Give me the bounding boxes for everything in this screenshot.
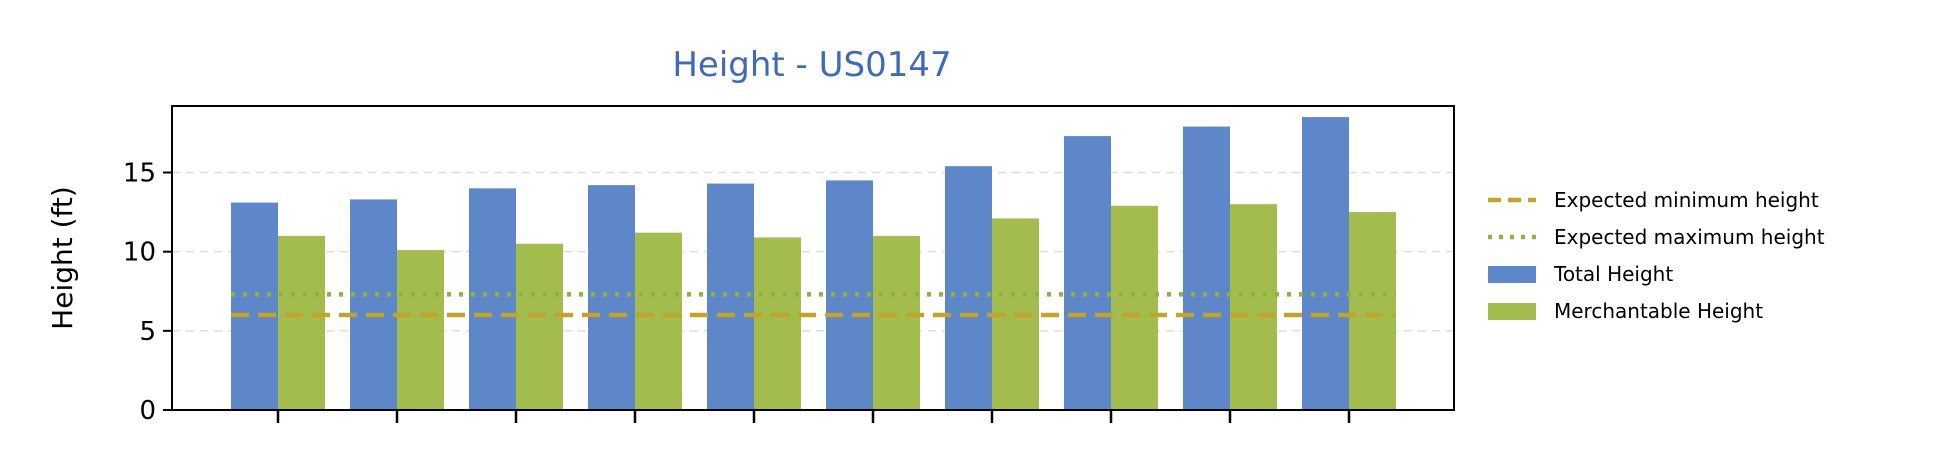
bar-merchantable-height bbox=[516, 243, 563, 410]
chart-title: Height - US0147 bbox=[672, 45, 951, 85]
bar-merchantable-height bbox=[1230, 204, 1277, 410]
y-tick-label: 5 bbox=[139, 317, 156, 347]
y-tick-label: 15 bbox=[123, 159, 156, 189]
bar-total-height bbox=[1183, 126, 1230, 410]
bar-total-height bbox=[588, 185, 635, 410]
bar-merchantable-height bbox=[754, 237, 801, 410]
plot-frame bbox=[171, 105, 1455, 411]
legend-swatch bbox=[1488, 266, 1536, 283]
bar-total-height bbox=[231, 202, 278, 410]
legend-label: Expected maximum height bbox=[1554, 225, 1825, 249]
bar-total-height bbox=[1064, 136, 1111, 411]
x-axis-ticks bbox=[276, 410, 1351, 423]
y-axis-label: Height (ft) bbox=[46, 186, 79, 330]
reference-lines bbox=[231, 292, 1396, 318]
bar-merchantable-height bbox=[397, 250, 444, 410]
bar-total-height bbox=[350, 199, 397, 410]
bar-total-height bbox=[1302, 117, 1349, 410]
bar-merchantable-height bbox=[278, 235, 325, 410]
bar-merchantable-height bbox=[873, 235, 920, 410]
bars bbox=[231, 117, 1396, 411]
legend-label: Expected minimum height bbox=[1554, 188, 1819, 212]
legend: Expected minimum height Expected maximum … bbox=[1488, 188, 1825, 323]
legend-label: Merchantable Height bbox=[1554, 299, 1763, 323]
bar-merchantable-height bbox=[635, 232, 682, 410]
legend-label: Total Height bbox=[1553, 262, 1673, 286]
y-tick-label: 10 bbox=[123, 238, 156, 268]
y-tick-label: 0 bbox=[139, 396, 156, 426]
bar-merchantable-height bbox=[1111, 205, 1158, 410]
bar-total-height bbox=[707, 183, 754, 410]
bar-total-height bbox=[945, 166, 992, 410]
legend-swatch bbox=[1488, 303, 1536, 320]
y-axis-ticks: 0 5 10 15 bbox=[123, 159, 172, 426]
bar-total-height bbox=[469, 188, 516, 410]
bar-merchantable-height bbox=[1349, 212, 1396, 410]
